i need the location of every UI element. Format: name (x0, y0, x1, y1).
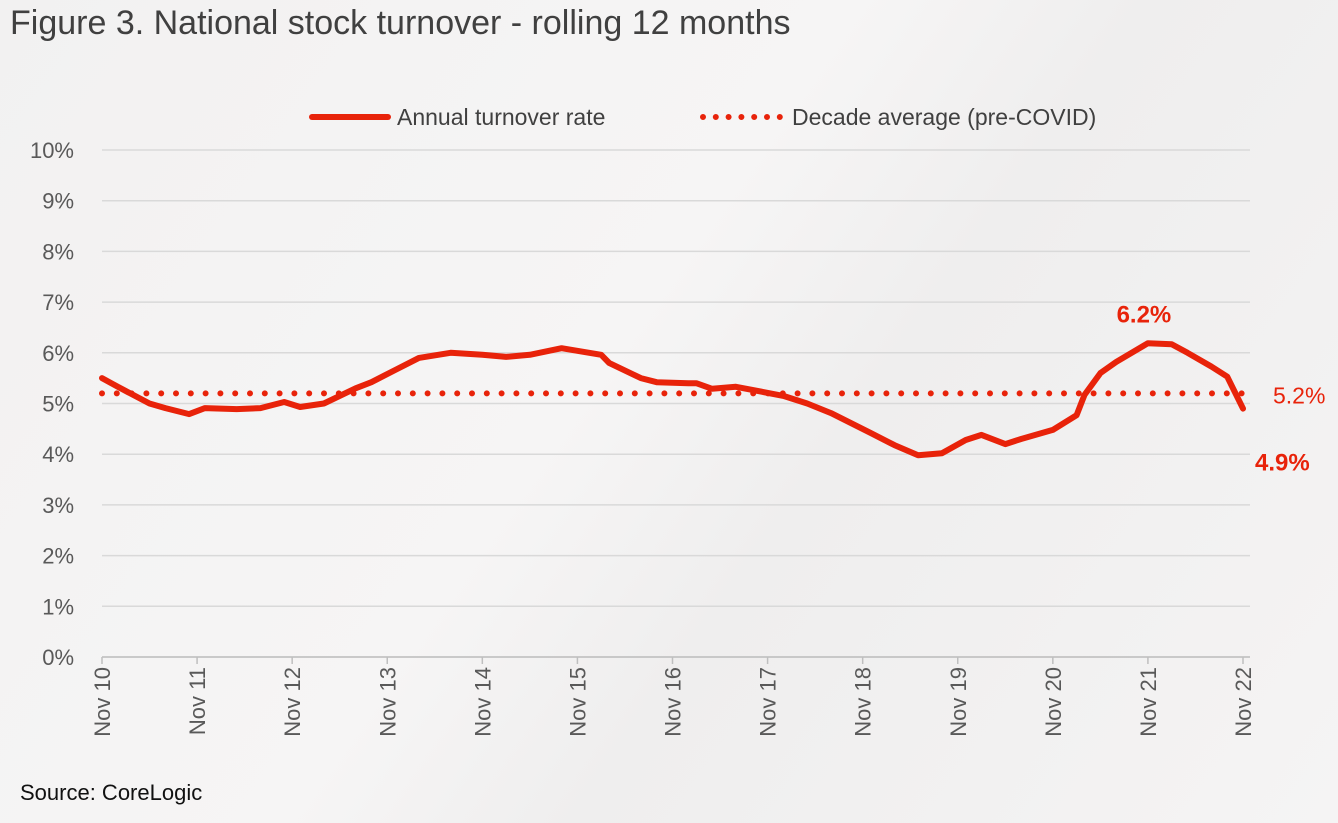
source-note: Source: CoreLogic (20, 780, 203, 805)
x-axis-ticks: Nov 10 Nov 11 Nov 12 Nov 13 Nov 14 Nov 15 Nov … (90, 657, 1256, 737)
y-tick-label: 8% (42, 239, 74, 264)
x-tick-label: Nov 20 (1041, 667, 1066, 737)
annual-turnover-line (99, 340, 1246, 459)
x-tick-label: Nov 13 (375, 667, 400, 737)
x-tick-label: Nov 15 (565, 667, 590, 737)
annotations: 6.2% 4.9% 5.2% (1117, 302, 1326, 477)
chart-title: Figure 3. National stock turnover - roll… (10, 4, 791, 42)
y-tick-label: 3% (42, 493, 74, 518)
legend-label: Annual turnover rate (397, 104, 605, 130)
y-tick-label: 10% (30, 138, 74, 163)
y-tick-label: 7% (42, 290, 74, 315)
x-tick-label: Nov 12 (280, 667, 305, 737)
y-axis-ticks: 0% 1% 2% 3% 4% 5% 6% 7% 8% 9% 10% (30, 138, 74, 670)
y-tick-label: 5% (42, 392, 74, 417)
series-layer (99, 340, 1246, 459)
y-tick-label: 4% (42, 442, 74, 467)
x-tick-label: Nov 10 (90, 667, 115, 737)
y-tick-label: 6% (42, 341, 74, 366)
y-tick-label: 2% (42, 544, 74, 569)
legend: Annual turnover rate Decade average (pre-… (309, 104, 1096, 130)
x-tick-label: Nov 14 (470, 667, 495, 737)
gridlines (102, 149, 1250, 658)
y-tick-label: 0% (42, 645, 74, 670)
legend-label: Decade average (pre-COVID) (792, 104, 1096, 130)
y-tick-label: 9% (42, 189, 74, 214)
x-tick-label: Nov 21 (1136, 667, 1161, 737)
x-tick-label: Nov 19 (946, 667, 971, 737)
x-tick-label: Nov 18 (851, 667, 876, 737)
x-tick-label: Nov 17 (756, 667, 781, 737)
x-tick-label: Nov 22 (1231, 667, 1256, 737)
data-label: 5.2% (1273, 382, 1325, 408)
x-tick-label: Nov 11 (185, 667, 210, 735)
x-tick-label: Nov 16 (661, 667, 686, 737)
data-label: 4.9% (1255, 450, 1310, 477)
y-tick-label: 1% (42, 594, 74, 619)
data-label: 6.2% (1117, 302, 1172, 329)
